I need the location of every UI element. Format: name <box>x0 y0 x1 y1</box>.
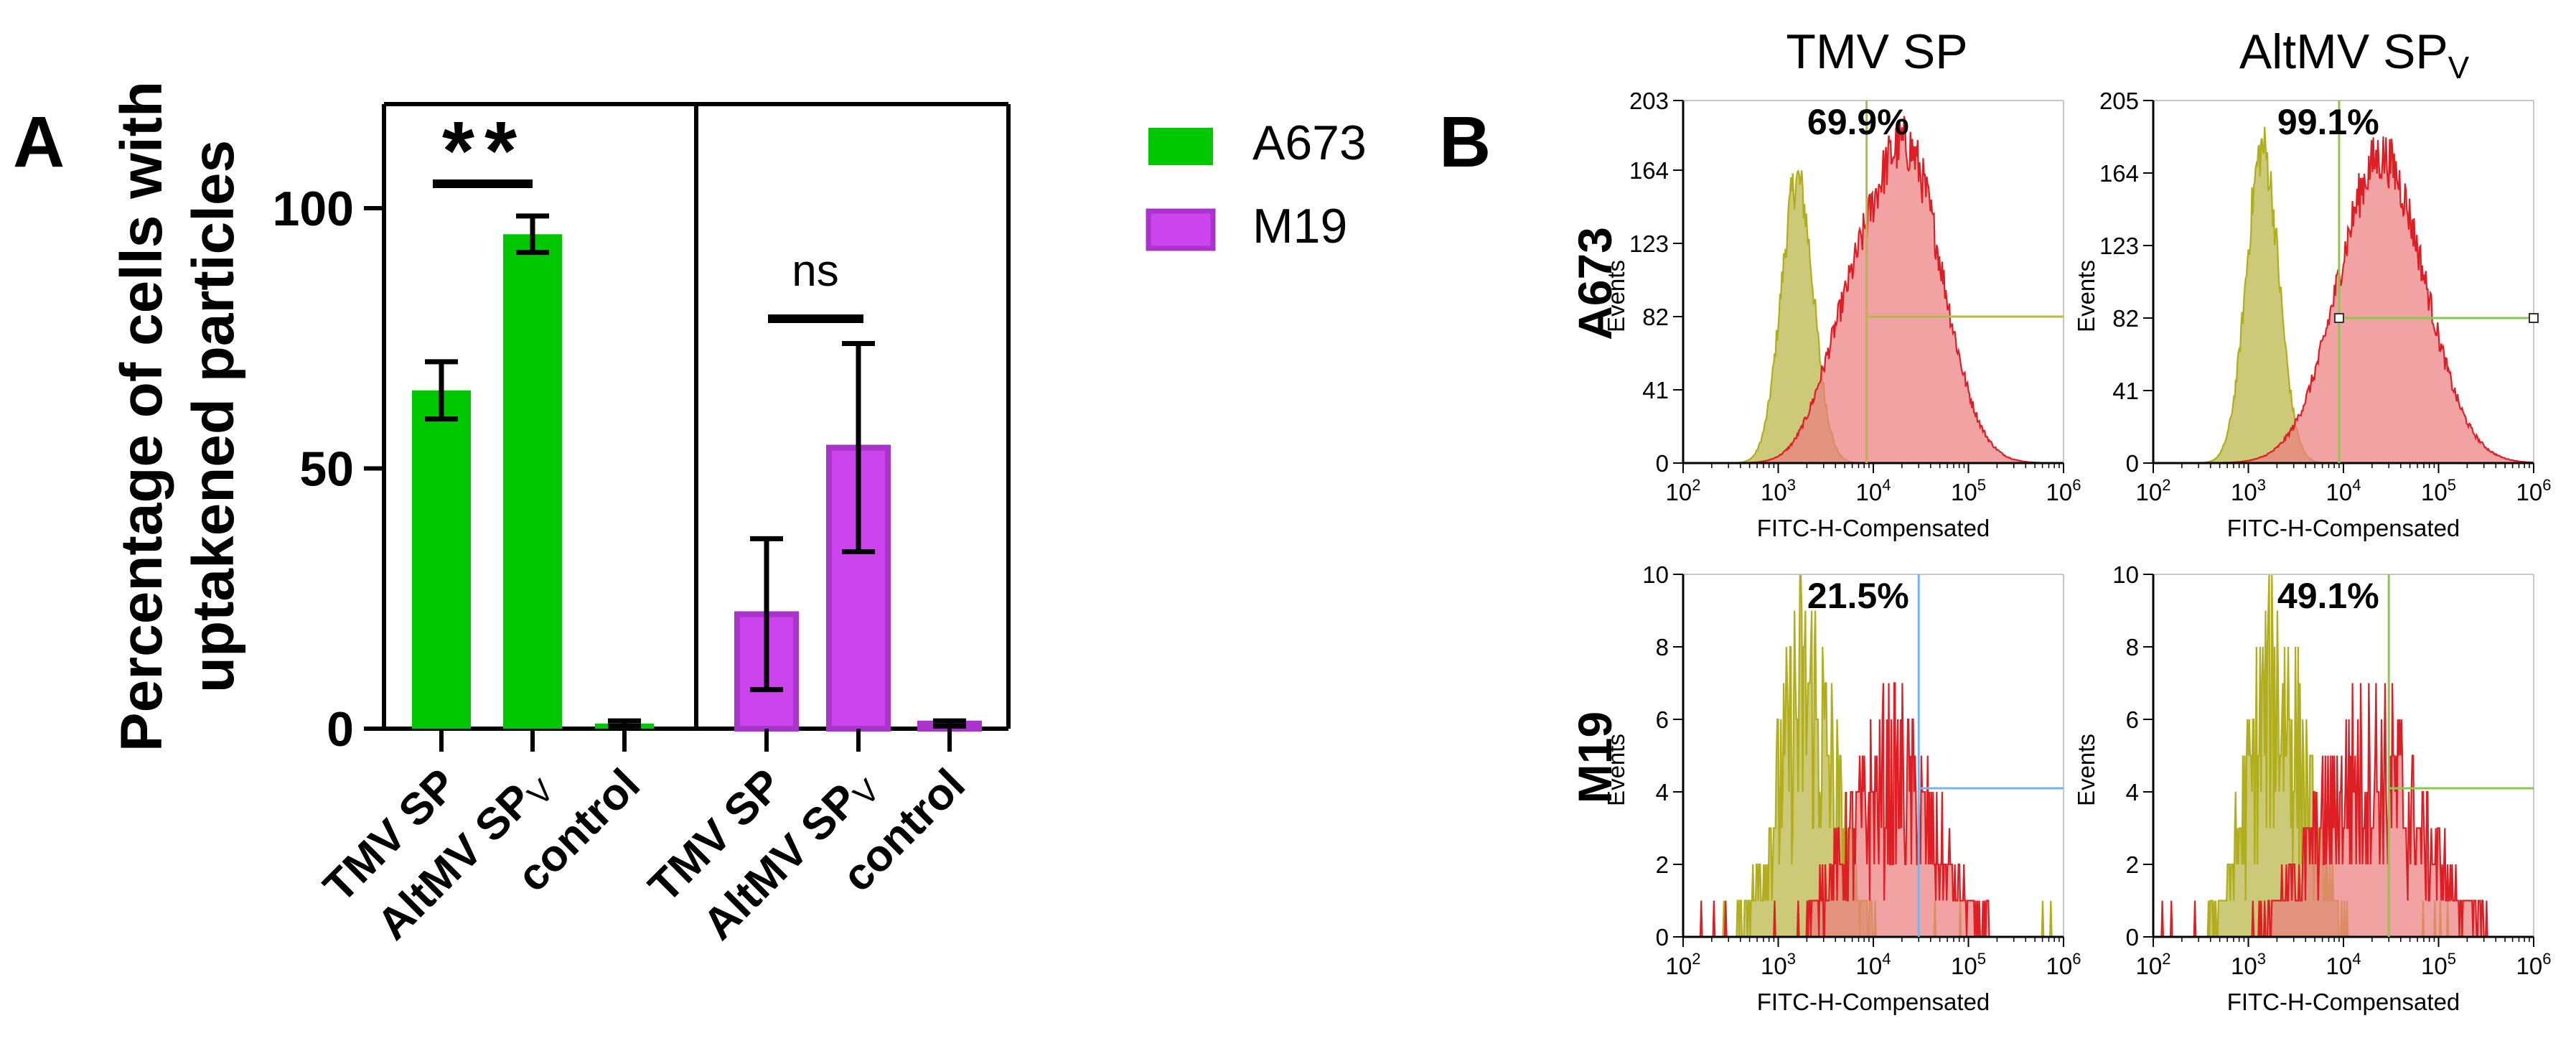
histogram-x-axis-title: FITC-H-Compensated <box>2227 515 2460 541</box>
panel-b-label: B <box>1439 102 1491 182</box>
histogram-x-tick-label: 105 <box>1951 476 1986 505</box>
histogram-y-tick-label: 4 <box>2126 779 2139 805</box>
bar-y-axis-title: Percentage of cells with uptakened partic… <box>109 81 246 752</box>
histogram-y-tick-label: 203 <box>1629 88 1669 114</box>
legend-label-a673: A673 <box>1252 116 1367 170</box>
bar-a673-0 <box>412 390 471 729</box>
error-bar <box>516 213 549 256</box>
panel-a-label: A <box>13 102 65 182</box>
histogram-y-axis-title: Events <box>2073 260 2099 332</box>
histogram-y-tick-label: 0 <box>2126 924 2139 951</box>
histogram-x-tick-label: 106 <box>2516 950 2552 979</box>
histogram-y-tick-label: 8 <box>2126 634 2139 660</box>
histogram-y-tick-label: 0 <box>2126 450 2139 477</box>
histogram-x-tick-label: 102 <box>1666 476 1701 505</box>
histogram-sample <box>1683 116 2064 464</box>
histogram-percent-label: 21.5% <box>1807 576 1909 616</box>
legend-swatch-a673 <box>1148 128 1213 165</box>
histogram-y-tick-label: 164 <box>1629 157 1669 184</box>
error-bar <box>933 718 966 729</box>
histogram-x-tick-label: 102 <box>2136 476 2171 505</box>
histogram-x-axis-title: FITC-H-Compensated <box>1757 515 1990 541</box>
error-bar <box>750 536 783 693</box>
histogram-y-tick-label: 0 <box>1656 450 1669 477</box>
histogram-x-tick-label: 102 <box>1666 950 1701 979</box>
gate-handle <box>2529 313 2539 323</box>
histogram-percent-label: 99.1% <box>2277 102 2379 142</box>
histogram-y-tick-label: 2 <box>2126 851 2139 878</box>
column-header-0: TMV SP <box>1786 24 1967 79</box>
bar-y-tick-label: 0 <box>327 702 354 757</box>
histogram-x-axis-title: FITC-H-Compensated <box>1757 989 1990 1015</box>
bar-y-tick-label: 100 <box>273 182 354 236</box>
histogram-x-tick-label: 105 <box>1951 950 1986 979</box>
histogram-x-tick-label: 103 <box>2231 950 2266 979</box>
histogram-sample <box>1683 682 2064 938</box>
column-header-1: AltMV SPV <box>2239 24 2470 85</box>
histogram-x-tick-label: 104 <box>1856 950 1891 979</box>
histogram-y-axis-title: Events <box>1603 734 1629 806</box>
histogram-y-tick-label: 82 <box>2112 305 2139 332</box>
histogram-percent-label: 69.9% <box>1807 102 1909 142</box>
histogram-panel-2: 0 2 4 6 8 10 102 103 104 105 106 FITC-H-Compensated… <box>1603 561 2081 1015</box>
histogram-panel-0: 0 41 82 123 164 203 102 103 104 105 106 FITC-H-Comp… <box>1603 88 2081 541</box>
histogram-y-tick-label: 41 <box>2112 378 2139 404</box>
histogram-x-tick-label: 103 <box>1761 950 1796 979</box>
error-bar <box>425 359 458 422</box>
histogram-x-tick-label: 106 <box>2516 476 2552 505</box>
histogram-x-tick-label: 104 <box>1856 476 1891 505</box>
row-label-1: M19 <box>1568 711 1621 803</box>
histogram-y-tick-label: 205 <box>2099 88 2139 114</box>
error-bar <box>608 718 641 729</box>
histogram-x-tick-label: 103 <box>1761 476 1796 505</box>
histogram-y-tick-label: 41 <box>1642 377 1669 403</box>
histogram-x-tick-label: 104 <box>2326 476 2361 505</box>
histogram-y-axis-title: Events <box>1603 260 1629 332</box>
histogram-x-tick-label: 102 <box>2136 950 2171 979</box>
legend-label-m19: M19 <box>1252 199 1347 253</box>
row-label-0: A673 <box>1568 227 1621 340</box>
histogram-sample <box>2153 683 2534 938</box>
histogram-x-tick-label: 106 <box>2046 476 2081 505</box>
histogram-y-tick-label: 10 <box>1642 561 1669 588</box>
histogram-x-tick-label: 105 <box>2421 476 2456 505</box>
histogram-x-tick-label: 104 <box>2326 950 2361 979</box>
histogram-sample <box>2153 136 2535 464</box>
histogram-y-tick-label: 6 <box>1656 706 1669 733</box>
significance-label-left: ** <box>442 104 527 197</box>
histogram-x-tick-label: 106 <box>2046 950 2081 979</box>
histogram-panel-1: 0 41 82 123 164 205 102 103 104 105 106 FITC-H-Comp… <box>2073 88 2551 541</box>
bar-y-tick-label: 50 <box>299 442 354 497</box>
histogram-y-tick-label: 123 <box>2099 233 2139 259</box>
histogram-x-axis-title: FITC-H-Compensated <box>2227 989 2460 1015</box>
gate-handle <box>2333 313 2344 323</box>
histogram-y-tick-label: 164 <box>2099 160 2139 187</box>
legend-swatch-m19 <box>1146 208 1216 251</box>
bar-axes <box>382 102 1011 731</box>
histogram-percent-label: 49.1% <box>2277 576 2379 616</box>
histogram-y-tick-label: 6 <box>2126 706 2139 733</box>
histogram-panel-3: 0 2 4 6 8 10 102 103 104 105 106 FITC-H-Compensated… <box>2073 561 2551 1015</box>
histogram-y-tick-label: 0 <box>1656 924 1669 951</box>
histogram-y-tick-label: 4 <box>1656 779 1669 805</box>
histogram-y-axis-title: Events <box>2073 734 2099 806</box>
error-bar <box>842 341 875 554</box>
histogram-y-tick-label: 8 <box>1656 634 1669 660</box>
histogram-x-tick-label: 103 <box>2231 476 2266 505</box>
bar-a673-1 <box>503 234 562 729</box>
histogram-y-tick-label: 2 <box>1656 851 1669 878</box>
histogram-x-tick-label: 105 <box>2421 950 2456 979</box>
histogram-y-tick-label: 123 <box>1629 230 1669 257</box>
histogram-y-tick-label: 10 <box>2112 561 2139 588</box>
significance-label-right: ns <box>792 246 838 296</box>
histogram-y-tick-label: 82 <box>1642 304 1669 330</box>
